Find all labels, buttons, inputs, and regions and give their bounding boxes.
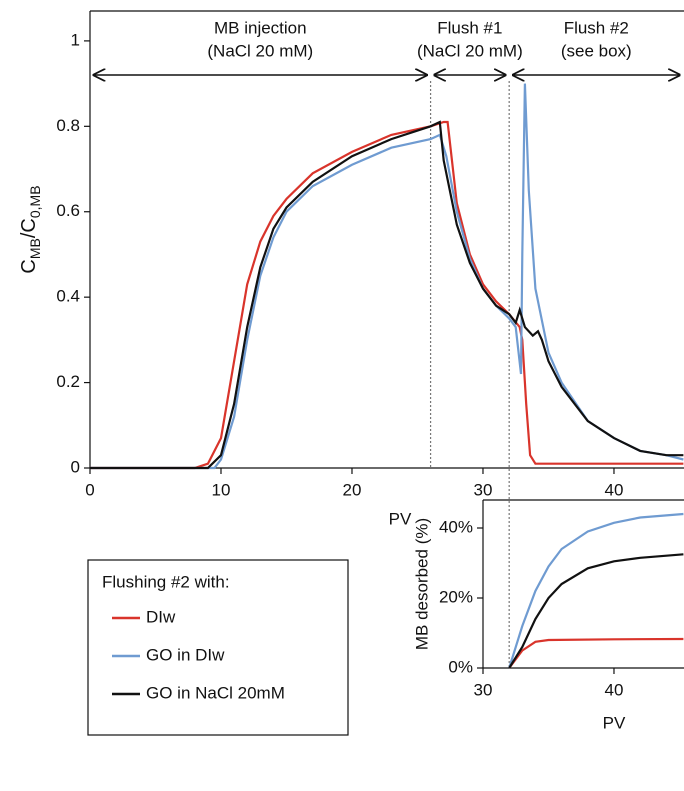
y-axis-label: MB desorbed (%) bbox=[412, 518, 431, 650]
x-axis-label: PV bbox=[603, 713, 626, 732]
y-tick-label: 40% bbox=[439, 517, 473, 536]
x-tick-label: 20 bbox=[343, 480, 362, 499]
data-line bbox=[508, 553, 684, 669]
data-line bbox=[90, 120, 684, 470]
y-label-part: C bbox=[18, 259, 40, 273]
x-tick-label: 40 bbox=[605, 680, 624, 699]
y-tick-label: 0 bbox=[71, 457, 80, 476]
y-tick-label: 0% bbox=[448, 657, 473, 676]
x-tick-label: 40 bbox=[605, 480, 624, 499]
region-label: MB injection bbox=[214, 18, 307, 37]
x-tick-label: 0 bbox=[85, 480, 94, 499]
legend-box bbox=[87, 559, 349, 736]
y-tick-label: 0.2 bbox=[56, 372, 80, 391]
y-axis-label: CMB/C0,MB bbox=[18, 185, 42, 273]
legend-label: DIw bbox=[146, 607, 176, 626]
data-line bbox=[90, 120, 684, 470]
y-tick-label: 20% bbox=[439, 587, 473, 606]
data-line bbox=[508, 512, 684, 669]
data-line bbox=[508, 637, 684, 669]
region-label: Flush #2 bbox=[564, 18, 629, 37]
region-label: (NaCl 20 mM) bbox=[417, 41, 523, 60]
legend-label: GO in DIw bbox=[146, 645, 225, 664]
y-tick-label: 0.4 bbox=[56, 287, 80, 306]
x-tick-label: 30 bbox=[474, 680, 493, 699]
legend-label: GO in NaCl 20mM bbox=[146, 683, 285, 702]
legend-title: Flushing #2 with: bbox=[102, 572, 230, 591]
y-label-subscript: 0,MB bbox=[27, 185, 43, 218]
y-label-subscript: MB bbox=[27, 238, 43, 259]
x-axis-label: PV bbox=[389, 509, 412, 528]
y-tick-label: 1 bbox=[71, 30, 80, 49]
region-label: (see box) bbox=[561, 41, 632, 60]
x-tick-label: 30 bbox=[474, 480, 493, 499]
y-tick-label: 0.8 bbox=[56, 116, 80, 135]
y-tick-label: 0.6 bbox=[56, 201, 80, 220]
y-label-part: /C bbox=[18, 218, 40, 238]
region-label: (NaCl 20 mM) bbox=[207, 41, 313, 60]
x-tick-label: 10 bbox=[212, 480, 231, 499]
region-label: Flush #1 bbox=[437, 18, 502, 37]
